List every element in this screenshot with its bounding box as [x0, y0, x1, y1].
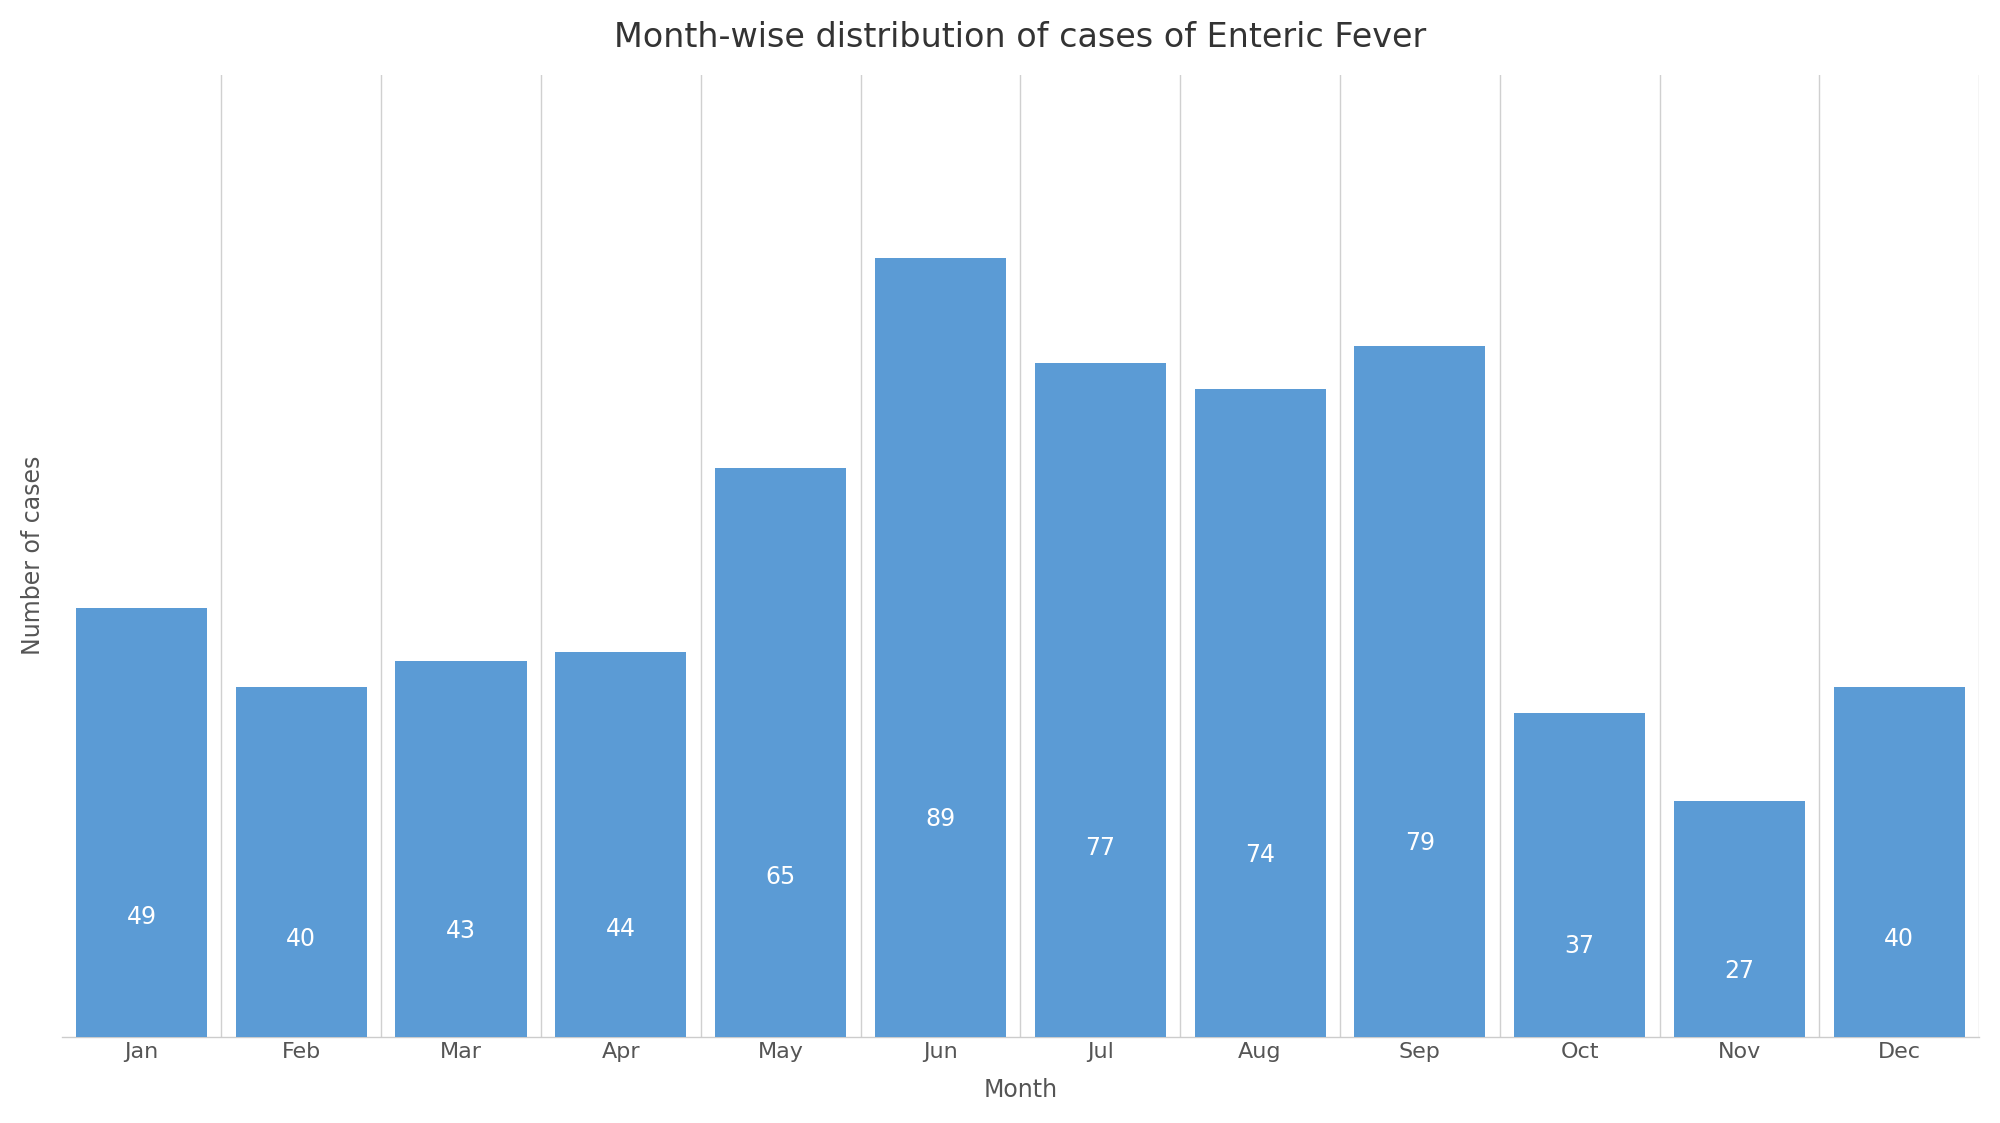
Text: 74: 74	[1246, 843, 1276, 867]
Text: 43: 43	[446, 920, 476, 943]
Text: 79: 79	[1404, 831, 1434, 856]
Bar	[716, 468, 846, 1037]
Bar	[1034, 363, 1166, 1037]
Bar	[76, 608, 206, 1037]
Text: 89: 89	[926, 806, 956, 831]
Y-axis label: Number of cases: Number of cases	[20, 456, 44, 656]
Bar	[396, 660, 526, 1037]
Bar	[1194, 390, 1326, 1037]
Bar	[1354, 346, 1486, 1037]
Bar	[1514, 713, 1646, 1037]
Text: 44: 44	[606, 916, 636, 941]
Text: 37: 37	[1564, 934, 1594, 958]
Text: 49: 49	[126, 905, 156, 929]
Bar	[1834, 687, 1964, 1037]
Text: 40: 40	[286, 926, 316, 951]
Bar	[874, 258, 1006, 1037]
Text: 27: 27	[1724, 959, 1754, 983]
Bar	[236, 687, 366, 1037]
X-axis label: Month: Month	[984, 1078, 1058, 1102]
Bar	[556, 651, 686, 1037]
Text: 40: 40	[1884, 926, 1914, 951]
Title: Month-wise distribution of cases of Enteric Fever: Month-wise distribution of cases of Ente…	[614, 21, 1426, 54]
Text: 65: 65	[766, 866, 796, 889]
Text: 77: 77	[1086, 837, 1116, 860]
Bar	[1674, 801, 1804, 1037]
